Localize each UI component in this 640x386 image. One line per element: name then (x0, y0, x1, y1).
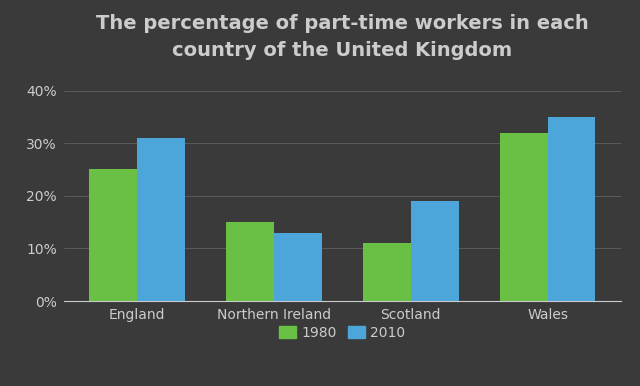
Bar (363, 243, 411, 301)
Bar (226, 222, 274, 301)
Legend: 1980, 2010: 1980, 2010 (274, 320, 411, 345)
Bar (411, 201, 459, 301)
Bar (500, 133, 548, 301)
Title: The percentage of part-time workers in each
country of the United Kingdom: The percentage of part-time workers in e… (96, 14, 589, 59)
Bar (548, 117, 595, 301)
Bar (274, 233, 322, 301)
Bar (137, 138, 185, 301)
Bar (90, 169, 137, 301)
